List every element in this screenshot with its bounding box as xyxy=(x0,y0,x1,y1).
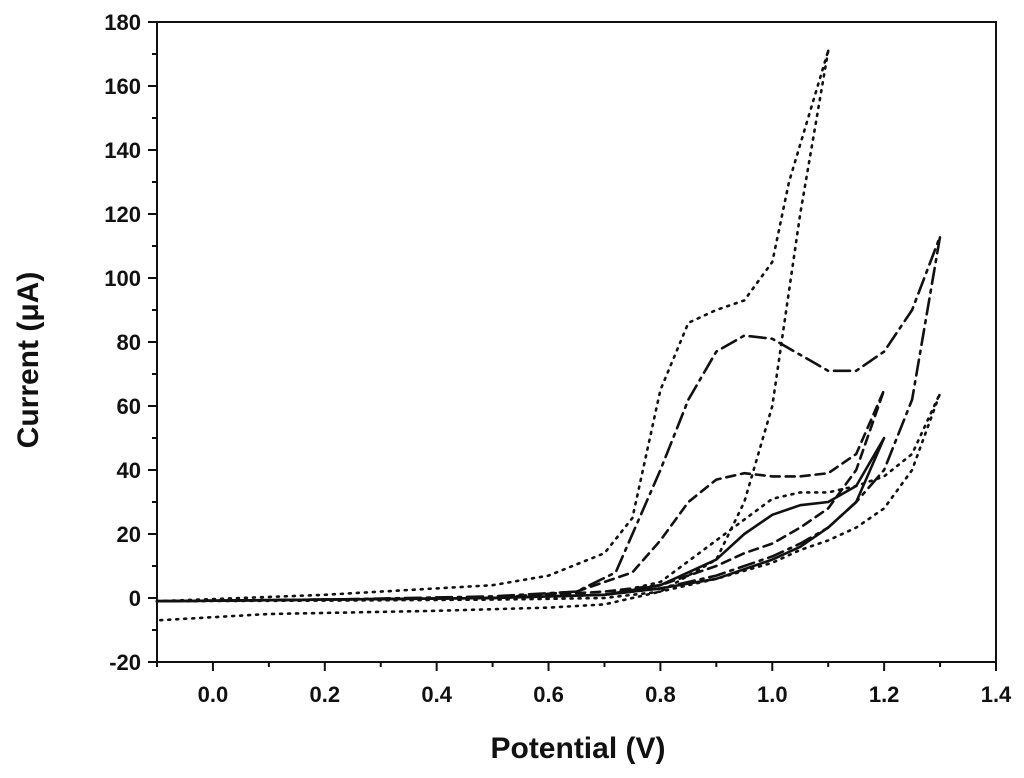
series-line-solid-1 xyxy=(155,436,886,603)
series-line-dash-dot-3 xyxy=(155,235,942,603)
axes-layer xyxy=(148,21,997,671)
x-tick-label: 0.0 xyxy=(198,682,229,707)
x-tick-label: 1.2 xyxy=(869,682,900,707)
x-tick-label: 0.6 xyxy=(533,682,564,707)
x-tick-label: 0.2 xyxy=(310,682,341,707)
series-layer xyxy=(155,49,942,622)
y-tick-label: 100 xyxy=(104,266,141,291)
y-tick-label: -20 xyxy=(109,650,141,675)
series-line-dashed-2 xyxy=(155,388,886,603)
labels-layer: 0.0 0.2 0.4 0.6 0.8 1.0 1.2 1.4 -20 0 20 40 60 80 100 1… xyxy=(104,10,1012,707)
plot-frame xyxy=(156,21,997,663)
series-line-dotted-4 xyxy=(155,49,830,603)
y-tick-label: 140 xyxy=(104,138,141,163)
y-axis-title: Current (μA) xyxy=(12,272,45,449)
y-tick-label: 0 xyxy=(129,586,141,611)
y-tick-label: 40 xyxy=(117,458,141,483)
x-tick-label: 0.4 xyxy=(421,682,452,707)
x-tick-label: 1.4 xyxy=(981,682,1012,707)
y-tick-label: 120 xyxy=(104,202,141,227)
y-tick-label: 60 xyxy=(117,394,141,419)
y-tick-label: 80 xyxy=(117,330,141,355)
x-tick-label: 0.8 xyxy=(645,682,676,707)
x-tick-label: 1.0 xyxy=(757,682,788,707)
series-line-dotted-5 xyxy=(155,49,830,622)
y-tick-label: 180 xyxy=(104,10,141,35)
y-tick-label: 160 xyxy=(104,74,141,99)
series-line-dotted-6 xyxy=(155,391,942,603)
x-axis-title: Potential (V) xyxy=(490,732,665,765)
y-tick-label: 20 xyxy=(117,522,141,547)
